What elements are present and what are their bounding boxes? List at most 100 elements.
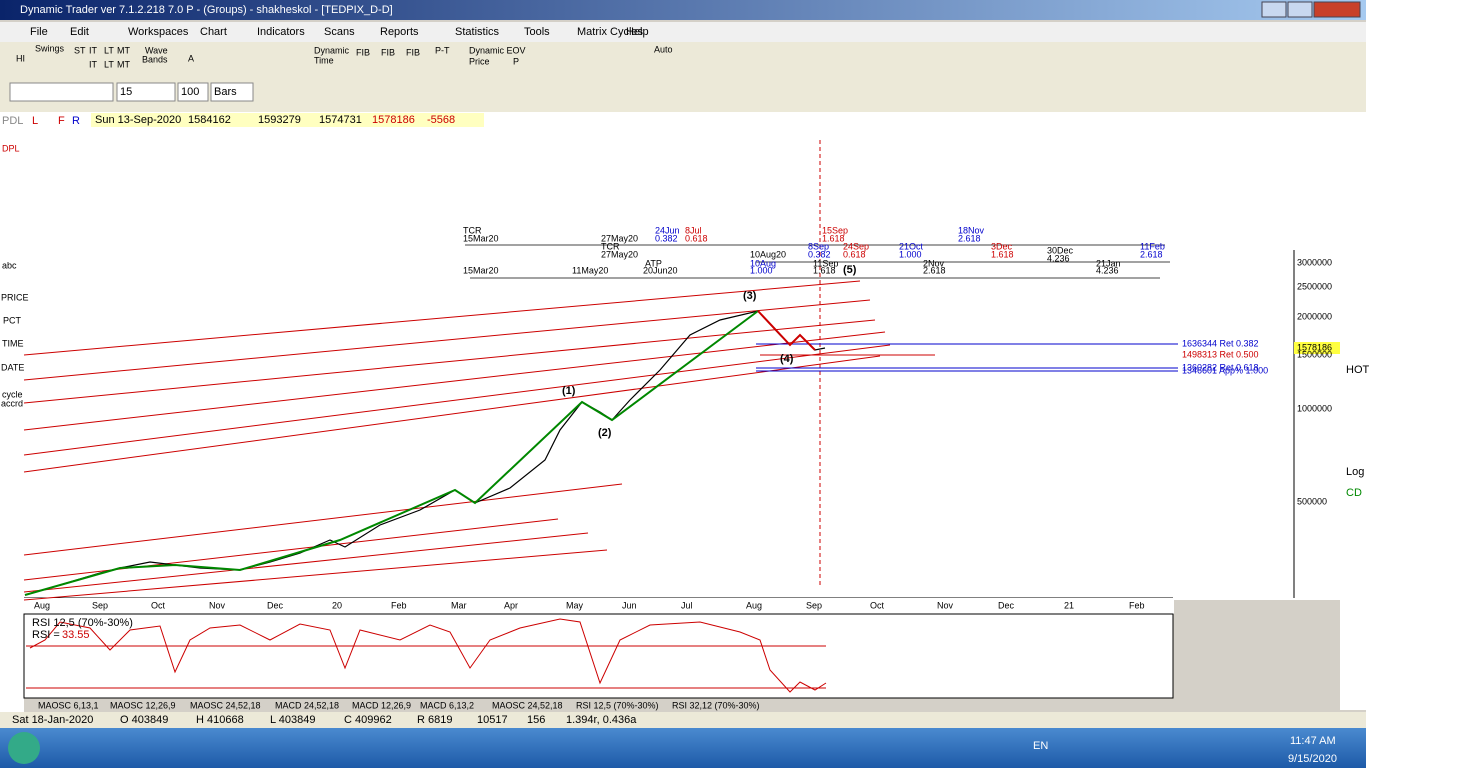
combo[interactable] — [9, 82, 114, 102]
data-value: -5568 — [427, 114, 455, 126]
unit-combo[interactable]: Bars — [214, 86, 237, 98]
left-tool[interactable]: PCT — [3, 315, 22, 325]
rsi-line — [29, 618, 827, 693]
toolbar-label[interactable]: Dynamic — [314, 45, 350, 55]
data-tab[interactable]: R — [72, 115, 80, 127]
toolbar-label[interactable]: MT — [117, 45, 130, 55]
data-tab[interactable]: L — [32, 115, 38, 127]
left-tool[interactable]: TIME — [2, 338, 24, 348]
month-label: Jun — [622, 600, 637, 610]
toolbar-label[interactable]: FIB — [406, 47, 420, 57]
time-label: ATP — [645, 258, 662, 268]
indicator-tab[interactable]: RSI 32,12 (70%-30%) — [672, 700, 760, 710]
month-label: 21 — [1064, 600, 1074, 610]
minimize[interactable] — [1261, 1, 1287, 18]
time-label: 1.000 — [899, 249, 922, 259]
toolbar-label[interactable]: IT — [89, 45, 98, 55]
month-label: Aug — [34, 600, 50, 610]
toolbar-label[interactable]: LT — [104, 45, 114, 55]
menu-item[interactable]: File — [30, 26, 48, 38]
toolbar-label[interactable]: Swings — [35, 43, 65, 53]
month-label: Mar — [451, 600, 467, 610]
month-label: Nov — [937, 600, 954, 610]
indicator-tab[interactable]: MACD 6,13,2 — [420, 700, 474, 710]
left-tool[interactable]: DPL — [2, 143, 20, 153]
month-label: Feb — [1129, 600, 1145, 610]
toolbar-label[interactable]: P — [513, 56, 519, 66]
toolbar-label[interactable]: ST — [74, 45, 86, 55]
toolbar-label[interactable]: Price — [469, 56, 490, 66]
indicator-tab[interactable]: MACD 12,26,9 — [352, 700, 411, 710]
menu-item[interactable]: Workspaces — [128, 26, 189, 38]
month-strip — [24, 598, 1174, 614]
start-button[interactable] — [8, 732, 40, 764]
toolbar-label[interactable]: MT — [117, 59, 130, 69]
toolbar-label[interactable]: A — [188, 53, 194, 63]
toolbar-label[interactable]: P-T — [435, 45, 450, 55]
indicator-tab[interactable]: MAOSC 12,26,9 — [110, 700, 176, 710]
right-tool[interactable]: HOT — [1346, 364, 1370, 376]
month-label: 20 — [332, 600, 342, 610]
indicator-tab[interactable]: RSI 12,5 (70%-30%) — [576, 700, 659, 710]
month-label: Jul — [681, 600, 693, 610]
time-label: 24Sep — [843, 241, 869, 251]
time-label: 2.618 — [958, 233, 981, 243]
combo[interactable] — [210, 82, 254, 102]
input[interactable] — [177, 82, 209, 102]
menu-item[interactable]: Scans — [324, 26, 355, 38]
toolbar-label[interactable]: Bands — [142, 54, 168, 64]
maximize[interactable] — [1287, 1, 1313, 18]
time-label: 10Aug20 — [750, 249, 786, 259]
data-tab[interactable]: F — [58, 115, 65, 127]
toolbar-label[interactable]: Auto — [654, 44, 673, 54]
toolbar-label[interactable]: Time — [314, 55, 334, 65]
level-label: 1346601 App% 1.000 — [1182, 365, 1268, 375]
indicator-tab[interactable]: MAOSC 24,52,18 — [492, 700, 563, 710]
left-tool[interactable]: abc — [2, 260, 17, 270]
menu-item[interactable]: Indicators — [257, 26, 305, 38]
menu-item[interactable]: Statistics — [455, 26, 500, 38]
menu-item[interactable]: Chart — [200, 26, 227, 38]
data-tab[interactable]: PDL — [2, 115, 23, 127]
time-label: 1.618 — [813, 265, 836, 275]
right-tool[interactable]: Log — [1346, 466, 1364, 478]
toolbar-label[interactable]: HI — [16, 53, 25, 63]
count-input[interactable]: 100 — [181, 86, 199, 98]
time-label: 27May20 — [601, 249, 638, 259]
menu-item[interactable]: Help — [626, 26, 649, 38]
period-combo[interactable]: 15 — [120, 86, 132, 98]
last-price: 1578186 — [1297, 342, 1332, 352]
left-toolbar — [0, 130, 24, 728]
indicator-tab[interactable]: MACD 24,52,18 — [275, 700, 339, 710]
left-tool[interactable]: DATE — [1, 362, 24, 372]
toolbar-label[interactable]: FIB — [381, 47, 395, 57]
right-tool[interactable]: CD — [1346, 487, 1362, 499]
month-label: Sep — [92, 600, 108, 610]
toolbar-label[interactable]: IT — [89, 59, 98, 69]
time-label: 0.618 — [843, 249, 866, 259]
combo[interactable] — [116, 82, 176, 102]
time-label: 21Oct — [899, 241, 924, 251]
time-label: 11Sep — [813, 258, 838, 268]
menu-item[interactable]: Matrix Cycles — [577, 26, 644, 38]
data-value: 1578186 — [372, 114, 415, 126]
close[interactable] — [1313, 1, 1361, 18]
toolbar-label[interactable]: FIB — [356, 47, 370, 57]
clock-date: 9/15/2020 — [1288, 753, 1337, 765]
left-tool[interactable]: PRICE — [1, 292, 29, 302]
toolbar-label[interactable]: Dynamic EOV — [469, 45, 526, 55]
indicator-tab[interactable]: MAOSC 24,52,18 — [190, 700, 261, 710]
left-tool[interactable]: cycle — [2, 389, 23, 399]
level-label: 1498313 Ret 0.500 — [1182, 349, 1259, 359]
left-tool[interactable]: accrd — [1, 398, 23, 408]
menu-item[interactable]: Tools — [524, 26, 550, 38]
menu-item[interactable]: Reports — [380, 26, 419, 38]
right-toolbar — [1340, 112, 1366, 710]
indicator-tab[interactable]: MAOSC 6,13,1 — [38, 700, 99, 710]
menu-item[interactable]: Edit — [70, 26, 89, 38]
toolbar-label[interactable]: Wave — [145, 45, 168, 55]
status-field: H 410668 — [196, 714, 244, 726]
time-label: 2Nov — [923, 258, 945, 268]
toolbar-label[interactable]: LT — [104, 59, 114, 69]
